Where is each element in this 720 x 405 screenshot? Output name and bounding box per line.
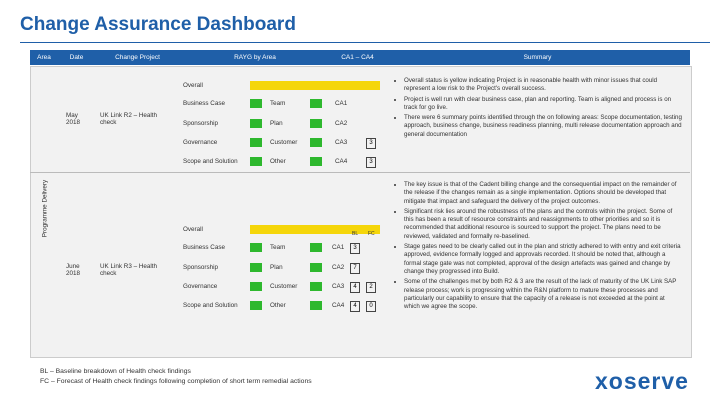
column-header: Summary (385, 50, 690, 65)
table-body (30, 66, 692, 358)
area-label: Plan (270, 264, 283, 271)
status (250, 157, 262, 166)
area-label: Scope and Solution (183, 158, 238, 165)
status (310, 282, 322, 291)
status (250, 119, 262, 128)
area-label: Programme Delivery (41, 179, 49, 238)
status (310, 263, 322, 272)
logo: xoserve (595, 368, 689, 394)
area-label: Business Case (183, 100, 225, 107)
column-header: RAYG by Area (180, 50, 330, 65)
status (250, 99, 262, 108)
count: 0 (366, 301, 376, 312)
count: 4 (350, 282, 360, 293)
status (310, 99, 322, 108)
status (250, 301, 262, 310)
area-label: Other (270, 302, 286, 309)
count: 7 (350, 263, 360, 274)
summary-point: Stage gates need to be clearly called ou… (404, 243, 682, 276)
status (310, 119, 322, 128)
status (250, 243, 262, 252)
area-label: Plan (270, 120, 283, 127)
overall-bar (250, 81, 380, 90)
count: 3 (350, 243, 360, 254)
ca-label: CA2 (332, 264, 345, 271)
row-divider (30, 172, 690, 173)
summary-point: The key issue is that of the Cadent bill… (404, 181, 682, 206)
count-header: FC (368, 231, 375, 237)
status (310, 301, 322, 310)
summary-list: Overall status is yellow indicating Proj… (392, 77, 682, 139)
area-label: Team (270, 244, 286, 251)
ca-label: CA4 (335, 158, 348, 165)
status (250, 263, 262, 272)
project: UK Link R3 – Health check (100, 263, 158, 277)
status (310, 243, 322, 252)
ca-label: CA1 (335, 100, 348, 107)
count: 4 (350, 301, 360, 312)
status (310, 138, 322, 147)
date: June 2018 (66, 263, 81, 277)
summary-list: The key issue is that of the Cadent bill… (392, 181, 682, 311)
area-label: Sponsorship (183, 264, 219, 271)
count: 3 (366, 138, 376, 149)
column-header: Date (58, 50, 95, 65)
area-label: Sponsorship (183, 120, 219, 127)
footer-note: FC – Forecast of Health check findings f… (40, 378, 312, 385)
summary-point: Significant risk lies around the robustn… (404, 208, 682, 241)
summary: Overall status is yellow indicating Proj… (392, 77, 682, 141)
status (250, 138, 262, 147)
status (250, 282, 262, 291)
ca-label: CA1 (332, 244, 345, 251)
area-label: Customer (270, 283, 298, 290)
count-header: BL (352, 231, 359, 237)
footer-note: BL – Baseline breakdown of Health check … (40, 368, 191, 375)
area-label: Customer (270, 139, 298, 146)
title: Change Assurance Dashboard (20, 14, 296, 35)
column-header: Change Project (95, 50, 180, 65)
overall: Overall (183, 82, 203, 89)
ca-label: CA2 (335, 120, 348, 127)
summary-point: Some of the challenges met by both R2 & … (404, 278, 682, 311)
summary-point: Project is well run with clear business … (404, 96, 682, 113)
count: 2 (366, 282, 376, 293)
date: May 2018 (66, 112, 81, 126)
area-label: Scope and Solution (183, 302, 238, 309)
overall-bar (250, 225, 380, 234)
area-label: Other (270, 158, 286, 165)
summary-point: Overall status is yellow indicating Proj… (404, 77, 682, 94)
area-label: Business Case (183, 244, 225, 251)
project: UK Link R2 – Health check (100, 112, 158, 126)
overall: Overall (183, 226, 203, 233)
ca-label: CA4 (332, 302, 345, 309)
column-header: CA1 – CA4 (330, 50, 385, 65)
area-label: Governance (183, 139, 218, 146)
summary-point: There were 6 summary points identified t… (404, 114, 682, 139)
count: 3 (366, 157, 376, 168)
area-label: Governance (183, 283, 218, 290)
status (310, 157, 322, 166)
ca-label: CA3 (335, 139, 348, 146)
area-label: Team (270, 100, 286, 107)
summary: The key issue is that of the Cadent bill… (392, 181, 682, 313)
column-header: Area (30, 50, 58, 65)
ca-label: CA3 (332, 283, 345, 290)
rule (20, 42, 710, 43)
